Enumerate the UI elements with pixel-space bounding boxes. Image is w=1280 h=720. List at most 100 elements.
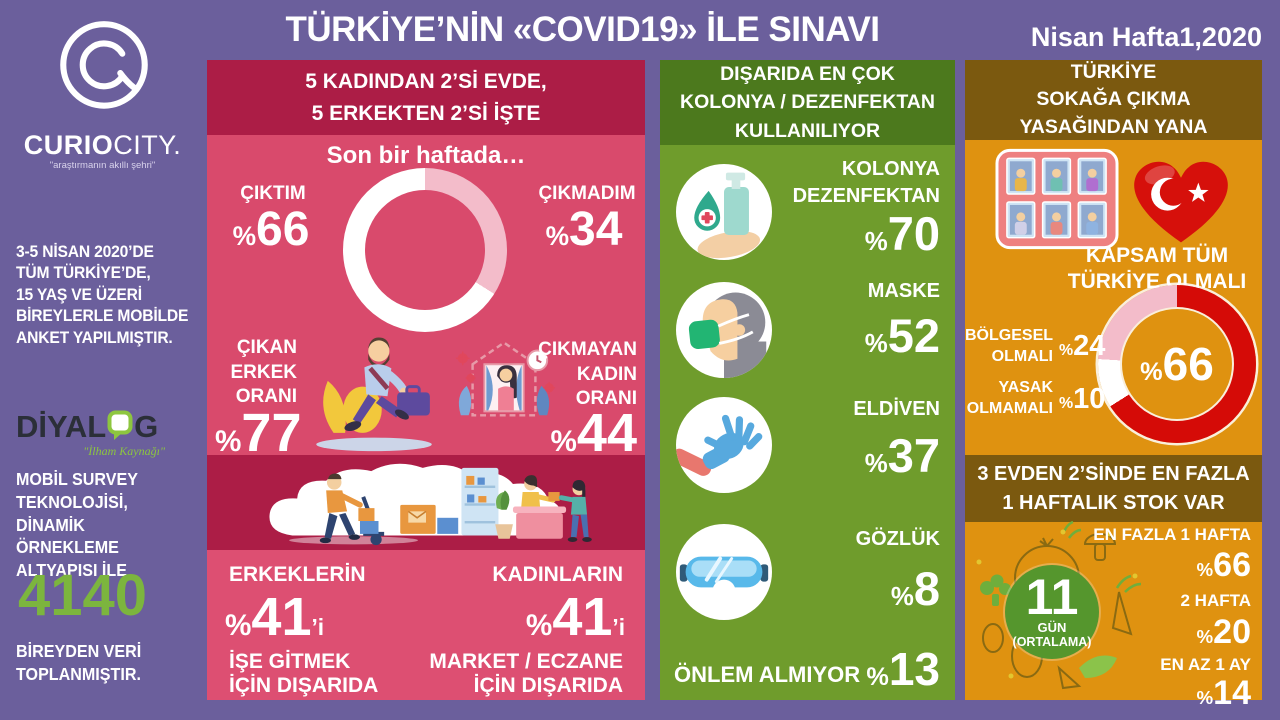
precautions-panel: DIŞARIDA EN ÇOK KOLONYA / DEZENFEKTAN KU… <box>660 60 955 700</box>
no-precaution-value: %13 <box>840 646 940 692</box>
percent-sign: % <box>525 609 553 642</box>
no-ban-label: YASAK OLMAMALI <box>966 379 1053 417</box>
percent-sign: % <box>215 425 242 458</box>
stock-average-value: 11 <box>1025 569 1079 625</box>
precautions-header: DIŞARIDA EN ÇOK KOLONYA / DEZENFEKTAN KU… <box>660 60 955 145</box>
value: 13 <box>888 643 940 695</box>
shopping-band <box>207 455 645 550</box>
percent-sign: % <box>225 609 252 642</box>
curfew-header: TÜRKİYE SOKAĞA ÇIKMA YASAĞINDAN YANA <box>965 60 1262 140</box>
value: 66 <box>1213 546 1251 584</box>
curfew-donut-ring: %66 <box>1098 285 1256 443</box>
item-goggles-value: %8 <box>790 565 940 612</box>
percent-sign: % <box>864 450 888 478</box>
regional-value: %24 <box>1059 332 1105 361</box>
percent-sign: % <box>1196 559 1214 580</box>
women-bottom-group: KADINLARIN <box>492 563 623 586</box>
value: 8 <box>913 562 940 615</box>
stock-item1-value: %66 <box>1125 548 1251 582</box>
women-bottom-desc: MARKET / ECZANE İÇİN DIŞARIDA <box>429 650 623 698</box>
diyalog-logo: DİYAL G <box>16 410 158 442</box>
percent-sign: % <box>1140 358 1163 386</box>
stock-item2-label: 2 HAFTA <box>1180 591 1251 610</box>
building-windows-illustration <box>995 148 1119 250</box>
percent-sign: % <box>890 583 914 611</box>
period-label: Nisan Hafta1,2020 <box>1030 22 1262 52</box>
brand-bold: CURIO <box>23 130 114 160</box>
item-sanitizer-value: %70 <box>790 210 940 257</box>
value: 10 <box>1073 383 1106 415</box>
mask-icon <box>676 282 772 378</box>
goggles-icon <box>676 524 772 620</box>
diyalog-bubble-icon <box>107 410 133 440</box>
regional-label: BÖLGESEL OLMALI <box>965 327 1054 365</box>
diyalog-tagline: "İlham Kaynağı" <box>83 444 165 458</box>
curfew-donut-hole: %66 <box>1120 307 1234 421</box>
outing-subtitle: Son bir haftada… <box>326 142 526 169</box>
value: 41 <box>251 587 312 647</box>
outing-donut-ring <box>343 168 507 332</box>
value: 70 <box>887 207 940 260</box>
outing-panel: 5 KADINDAN 2’Sİ EVDE, 5 ERKEKTEN 2’Sİ İŞ… <box>207 60 645 700</box>
value: 66 <box>1162 338 1214 390</box>
stock-average-badge: 11 GÜN (ORTALAMA) <box>1005 565 1099 659</box>
percent-sign: % <box>864 330 888 358</box>
outing-stay-value: %34 <box>527 206 641 254</box>
stock-item3-value: %14 <box>1125 676 1251 710</box>
stock-average-unit: GÜN <box>1037 620 1067 635</box>
diyalog-suffix: G <box>134 409 159 444</box>
no-ban-value: %10 <box>1059 385 1105 414</box>
full-country-value: %66 <box>1140 341 1214 387</box>
percent-sign: % <box>1196 687 1214 708</box>
brand-tagline: "araştırmanın akıllı şehri" <box>49 160 156 171</box>
outing-donut-hole <box>365 190 485 310</box>
item-glove-label: ELDİVEN <box>853 398 940 420</box>
glove-icon <box>676 397 772 493</box>
value: 20 <box>1213 613 1251 651</box>
percent-sign: % <box>1059 342 1074 359</box>
percent-sign: % <box>1059 395 1074 412</box>
outing-out-value: %66 <box>211 206 331 254</box>
outing-bottom: ERKEKLERİN %41’i İŞE GİTMEK İÇİN DIŞARID… <box>207 550 645 700</box>
percent-sign: % <box>866 663 889 691</box>
woman-at-home-illustration <box>455 341 556 417</box>
value: 24 <box>1073 330 1106 362</box>
sample-note: BİREYDEN VERİ TOPLANMIŞTIR. <box>16 641 142 684</box>
men-bottom-value: %41’i <box>225 590 324 644</box>
item-sanitizer-label: KOLONYA DEZENFEKTAN <box>792 158 940 207</box>
stock-average-note: (ORTALAMA) <box>1012 635 1092 649</box>
item-glove-value: %37 <box>790 432 940 479</box>
sample-size: 4140 <box>18 563 148 628</box>
full-country-label: KAPSAM TÜM TÜRKİYE OLMALI <box>1067 244 1247 294</box>
no-precaution-label: ÖNLEM ALMIYOR <box>674 662 861 687</box>
value: 14 <box>1213 674 1251 712</box>
stock-item2-value: %20 <box>1125 615 1251 649</box>
percent-sign: % <box>864 228 888 256</box>
women-bottom-value: %41’i <box>423 590 625 644</box>
men-out-value: %77 <box>215 406 301 460</box>
curiocity-logo-icon <box>60 21 148 109</box>
page-title: TÜRKİYE’NİN «COVID19» İLE SINAVI <box>285 10 880 49</box>
men-bottom-desc: İŞE GİTMEK İÇİN DIŞARIDA <box>229 650 379 698</box>
brand-wordmark: CURIOCITY. <box>0 130 205 161</box>
stock-item3-label: EN AZ 1 AY <box>1160 655 1251 674</box>
value: 34 <box>569 203 623 256</box>
outing-out-label: ÇIKTIM <box>240 183 306 204</box>
value-suffix: ’i <box>311 614 325 640</box>
women-stay-label: ÇIKMAYAN KADIN ORANI <box>538 339 637 410</box>
stock-header: 3 EVDEN 2’SİNDE EN FAZLA 1 HAFTALIK STOK… <box>965 455 1262 522</box>
value: 44 <box>576 403 637 463</box>
item-goggles-label: GÖZLÜK <box>855 528 940 550</box>
value: 66 <box>256 203 310 256</box>
outing-header: 5 KADINDAN 2’Sİ EVDE, 5 ERKEKTEN 2’Sİ İŞ… <box>207 60 645 135</box>
item-mask-label: MASKE <box>867 280 940 302</box>
value: 41 <box>552 587 613 647</box>
survey-note: 3-5 NİSAN 2020’DE TÜM TÜRKİYE’DE, 15 YAŞ… <box>16 242 189 347</box>
stock-item1-label: EN FAZLA 1 HAFTA <box>1093 525 1251 544</box>
curfew-stock-panel: TÜRKİYE SOKAĞA ÇIKMA YASAĞINDAN YANA KAP… <box>965 60 1262 710</box>
value: 77 <box>241 403 302 463</box>
item-mask-value: %52 <box>790 312 940 359</box>
percent-sign: % <box>1196 626 1214 647</box>
percent-sign: % <box>232 221 257 251</box>
